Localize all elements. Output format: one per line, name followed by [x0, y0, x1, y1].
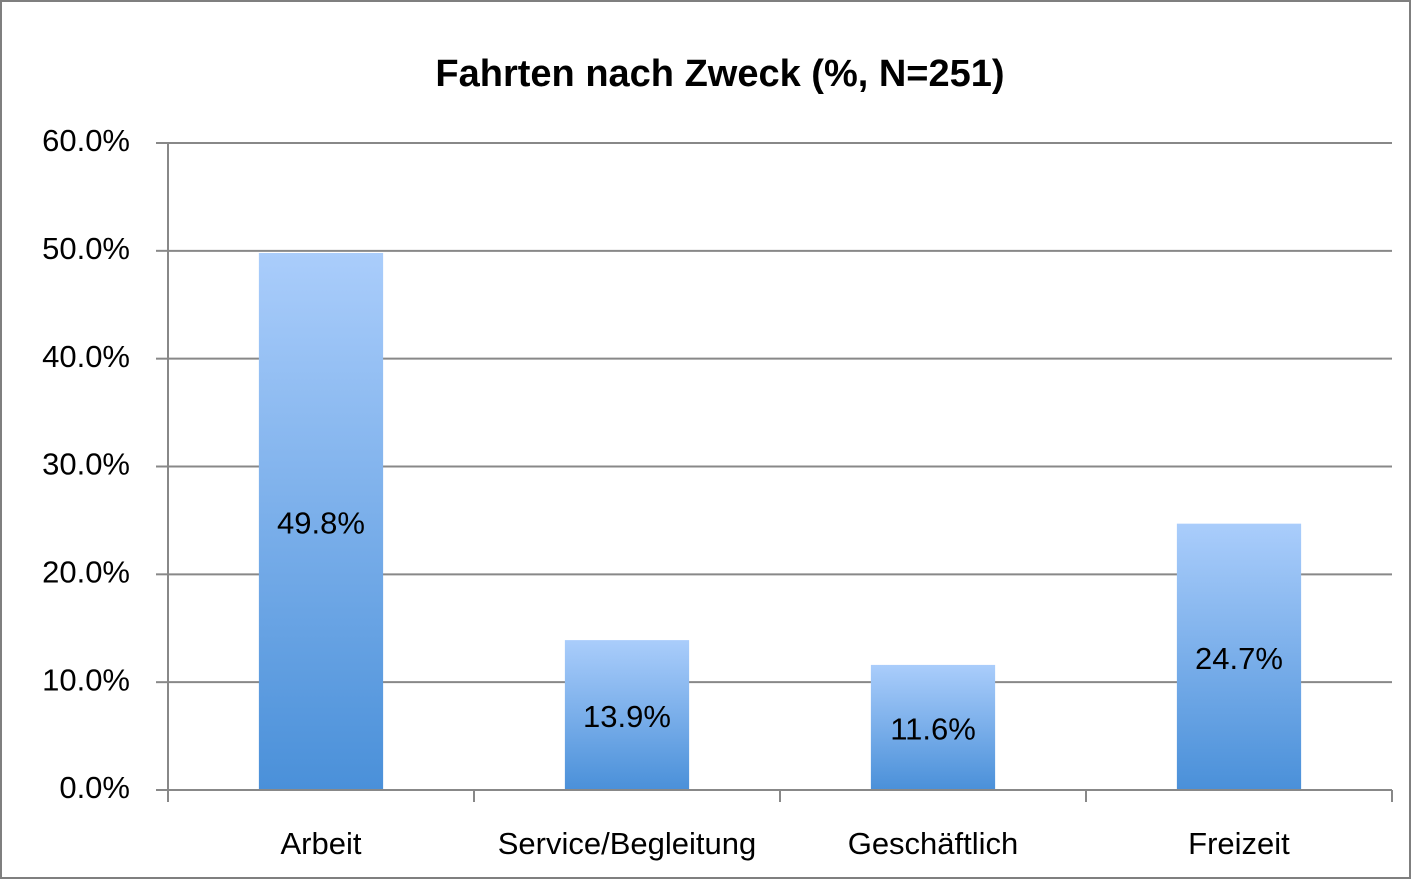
x-tick-label: Geschäftlich — [848, 826, 1019, 861]
data-label: 49.8% — [277, 506, 365, 541]
y-tick-label: 20.0% — [42, 555, 130, 590]
y-tick-label: 60.0% — [42, 123, 130, 158]
y-tick-label: 50.0% — [42, 231, 130, 266]
bar — [564, 640, 690, 790]
y-tick-label: 40.0% — [42, 339, 130, 374]
x-tick-label: Service/Begleitung — [498, 826, 757, 861]
data-label: 11.6% — [890, 712, 976, 747]
x-tick-label: Arbeit — [281, 826, 362, 861]
y-tick-label: 0.0% — [59, 770, 130, 805]
y-tick-label: 10.0% — [42, 662, 130, 697]
bar — [870, 664, 996, 790]
data-label: 13.9% — [583, 699, 671, 734]
data-label: 24.7% — [1195, 641, 1283, 676]
bar — [258, 252, 384, 791]
bar — [1176, 523, 1302, 790]
y-tick-label: 30.0% — [42, 447, 130, 482]
chart-title: Fahrten nach Zweck (%, N=251) — [435, 53, 1004, 95]
x-tick-label: Freizeit — [1188, 826, 1290, 861]
